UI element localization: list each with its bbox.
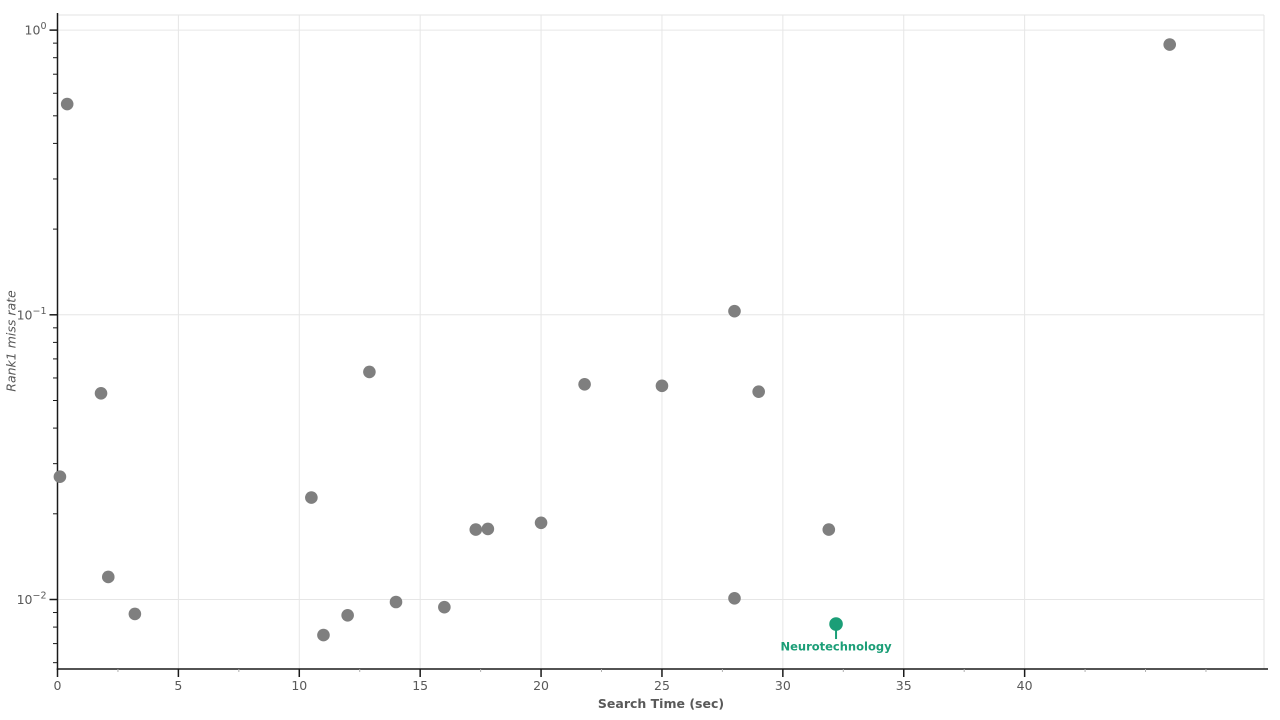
scatter-point-other-algorithms [728,591,741,605]
x-tick-label: 0 [54,678,62,693]
scatter-point-other-algorithms [389,595,403,609]
x-tick-label: 5 [174,678,182,693]
scatter-point-other-algorithms [655,379,669,393]
y-tick-label: 10−1 [17,306,47,323]
x-tick-label: 20 [533,678,549,693]
scatter-point-other-algorithms [438,600,451,614]
scatter-point-other-algorithms [534,516,548,530]
scatter-point-other-algorithms [305,491,318,504]
scatter-point-other-algorithms [341,609,354,622]
scatter-point-other-algorithms [128,607,142,621]
scatter-point-other-algorithms [94,387,108,400]
x-tick-label: 35 [896,678,912,693]
x-tick-label: 40 [1017,678,1033,693]
scatter-point-other-algorithms [469,523,483,536]
x-tick-label: 10 [291,678,307,693]
scatter-point-other-algorithms [363,365,376,379]
scatter-point-other-algorithms [53,470,67,483]
scatter-point-other-algorithms [578,378,591,391]
y-axis-title: Rank1 miss rate [3,290,19,392]
scatter-point-other-algorithms [752,385,765,398]
scatter-point-neurotechnology [829,617,843,631]
scatter-point-other-algorithms [317,628,330,642]
scatter-point-other-algorithms [1163,38,1177,51]
scatter-point-other-algorithms [60,97,74,111]
scatter-point-other-algorithms [822,523,836,536]
scatter-point-other-algorithms [481,522,495,536]
scatter-point-other-algorithms [728,304,741,318]
y-tick-label: 100 [25,21,47,38]
scatter-point-other-algorithms [101,570,115,584]
x-axis-title: Search Time (sec) [597,696,725,711]
x-tick-label: 25 [654,678,670,693]
neurotechnology-label: Neurotechnology [780,640,892,654]
x-tick-label: 30 [775,678,791,693]
y-tick-label: 10−2 [17,590,47,607]
x-tick-label: 15 [412,678,428,693]
